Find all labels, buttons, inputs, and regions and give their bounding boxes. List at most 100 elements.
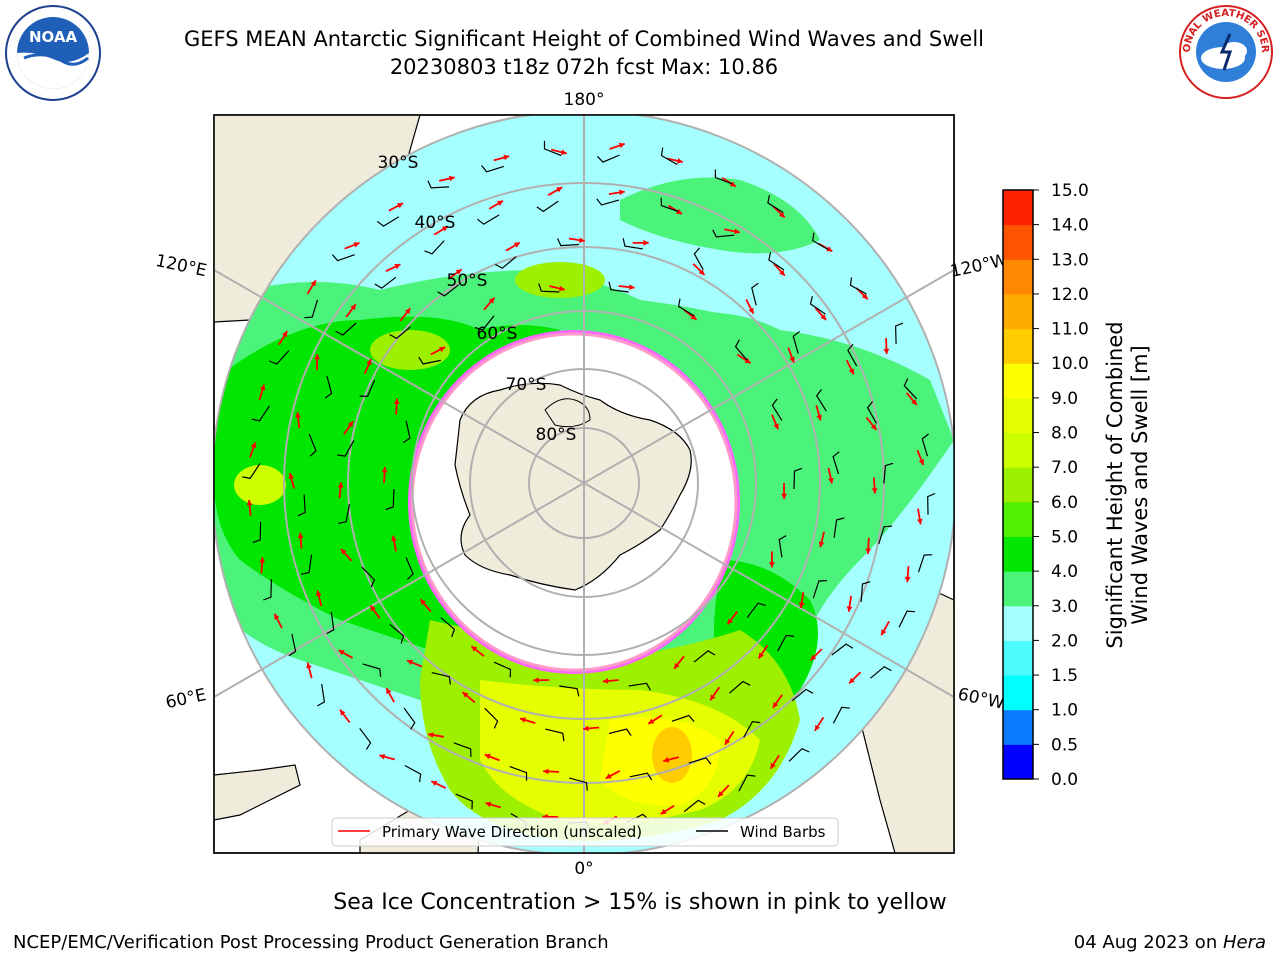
colorbar-segment xyxy=(1003,397,1033,434)
wind-barb xyxy=(894,322,904,345)
wave-arrow-head xyxy=(259,384,266,391)
wave-arrow-head xyxy=(297,532,304,539)
wave-arrow-head xyxy=(674,662,680,669)
wind-barb xyxy=(493,661,512,678)
wind-barb xyxy=(791,688,814,702)
wave-arrow-head xyxy=(916,518,923,525)
wave-arrow-head xyxy=(769,562,775,568)
colorbar-segment xyxy=(1003,709,1033,745)
colorbar-tick-label: 14.0 xyxy=(1051,216,1089,236)
wave-arrow-head xyxy=(619,189,625,196)
wave-arrow-head xyxy=(306,662,312,669)
wave-arrow-head xyxy=(350,304,356,311)
sea-ice-note: Sea Ice Concentration > 15% is shown in … xyxy=(333,890,947,915)
wind-barb xyxy=(793,467,803,490)
wave-arrow-head xyxy=(826,246,833,252)
wave-arrow-head xyxy=(748,307,754,314)
wave-arrow-head xyxy=(758,652,764,659)
lon-label-120e: 120°E xyxy=(154,251,209,281)
colorbar-segment xyxy=(1003,744,1033,780)
wind-barb xyxy=(385,488,395,511)
wind-barb xyxy=(440,617,456,638)
wind-barb xyxy=(660,197,679,213)
wind-barb xyxy=(734,339,748,361)
wind-barb xyxy=(453,742,472,757)
wind-barb xyxy=(792,331,800,354)
wave-arrow-head xyxy=(883,348,890,355)
wave-arrow-head xyxy=(340,709,346,716)
wind-barb xyxy=(337,440,355,457)
wave-arrow-head xyxy=(288,473,294,479)
colorbar-segment xyxy=(1003,259,1033,295)
wave-arrow-head xyxy=(391,535,397,542)
wave-arrow-head xyxy=(643,239,649,246)
wind-barb xyxy=(751,282,759,306)
wind-barb xyxy=(331,254,355,262)
wave-arrow-head xyxy=(393,398,400,404)
wave-arrow-head xyxy=(773,423,779,430)
wind-barb xyxy=(359,379,376,398)
wind-barb xyxy=(362,663,382,677)
wave-arrow-head xyxy=(870,424,877,430)
wave-arrow-head xyxy=(497,200,503,206)
colorbar-tick-label: 13.0 xyxy=(1051,250,1089,270)
wave-arrow-head xyxy=(814,724,821,731)
wave-arrow-head xyxy=(338,650,345,656)
wave-arrow-head xyxy=(724,738,731,745)
wave-arrow-head xyxy=(846,606,853,612)
colorbar-tick-label: 4.0 xyxy=(1051,562,1078,582)
lon-label-180: 180° xyxy=(564,90,605,110)
chart-subtitle: 20230803 t18z 072h fcst Max: 10.86 xyxy=(389,55,779,79)
wave-arrow-head xyxy=(407,659,413,666)
wind-barb xyxy=(495,256,517,269)
wind-barb xyxy=(683,799,706,813)
colorbar-segment xyxy=(1003,501,1033,537)
wave-arrow-head xyxy=(379,754,386,760)
wind-barb xyxy=(374,276,397,289)
lat-label-70s: 70°S xyxy=(506,375,547,395)
wind-barb xyxy=(622,238,643,250)
colorbar-tick-label: 8.0 xyxy=(1051,424,1078,444)
wind-barb xyxy=(538,283,560,293)
wave-arrow-head xyxy=(779,269,785,276)
wind-barb xyxy=(481,165,504,173)
colorbar-tick-label: 3.0 xyxy=(1051,597,1078,617)
wave-arrow-head xyxy=(881,629,887,636)
colorbar-segment xyxy=(1003,467,1033,503)
colorbar-segment xyxy=(1003,190,1033,226)
wind-barb xyxy=(477,214,500,225)
wave-arrow-head xyxy=(462,692,469,698)
colorbar-tick-label: 15.0 xyxy=(1051,181,1089,201)
wind-barb xyxy=(596,198,620,206)
wind-barb xyxy=(767,194,784,214)
wind-barb xyxy=(729,680,751,694)
wind-barb xyxy=(778,535,787,558)
wind-barb xyxy=(712,229,735,238)
wind-barb xyxy=(608,281,629,293)
wave-arrow-head xyxy=(428,732,434,738)
colorbar-segment xyxy=(1003,605,1033,641)
wave-arrow-head xyxy=(560,149,567,155)
lat-label-30s: 30°S xyxy=(378,153,419,173)
wave-arrow-head xyxy=(485,801,492,808)
wave-arrow-head xyxy=(918,459,925,465)
wave-arrow-head xyxy=(772,702,779,708)
wave-arrow-head xyxy=(583,725,589,732)
wave-arrow-head xyxy=(310,280,316,287)
wave-arrow-head xyxy=(781,493,787,499)
footer-date: 04 Aug 2023 on Hera xyxy=(1073,932,1266,953)
wave-arrow-head xyxy=(295,412,301,418)
map-legend: Primary Wave Direction (unscaled) Wind B… xyxy=(331,817,839,847)
wind-barb xyxy=(898,610,916,628)
colorbar-tick-label: 5.0 xyxy=(1051,527,1078,547)
wind-barb xyxy=(832,706,850,724)
antarctica xyxy=(454,382,692,591)
colorbar-tick-label: 0.5 xyxy=(1051,735,1078,755)
wind-barb xyxy=(746,602,766,618)
wind-barb xyxy=(568,777,588,791)
wave-arrow-head xyxy=(439,347,445,353)
wave-arrow-head xyxy=(404,308,411,315)
footer-credit: NCEP/EMC/Verification Post Processing Pr… xyxy=(13,932,609,953)
wave-arrow-head xyxy=(698,269,705,275)
wind-barb xyxy=(545,728,565,742)
